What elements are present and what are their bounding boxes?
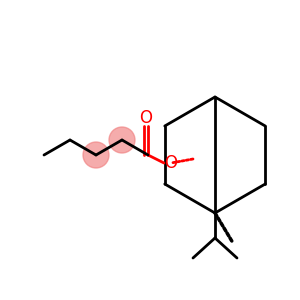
Text: O: O bbox=[140, 109, 152, 127]
Circle shape bbox=[83, 142, 109, 168]
Text: O: O bbox=[164, 154, 178, 172]
Circle shape bbox=[109, 127, 135, 153]
